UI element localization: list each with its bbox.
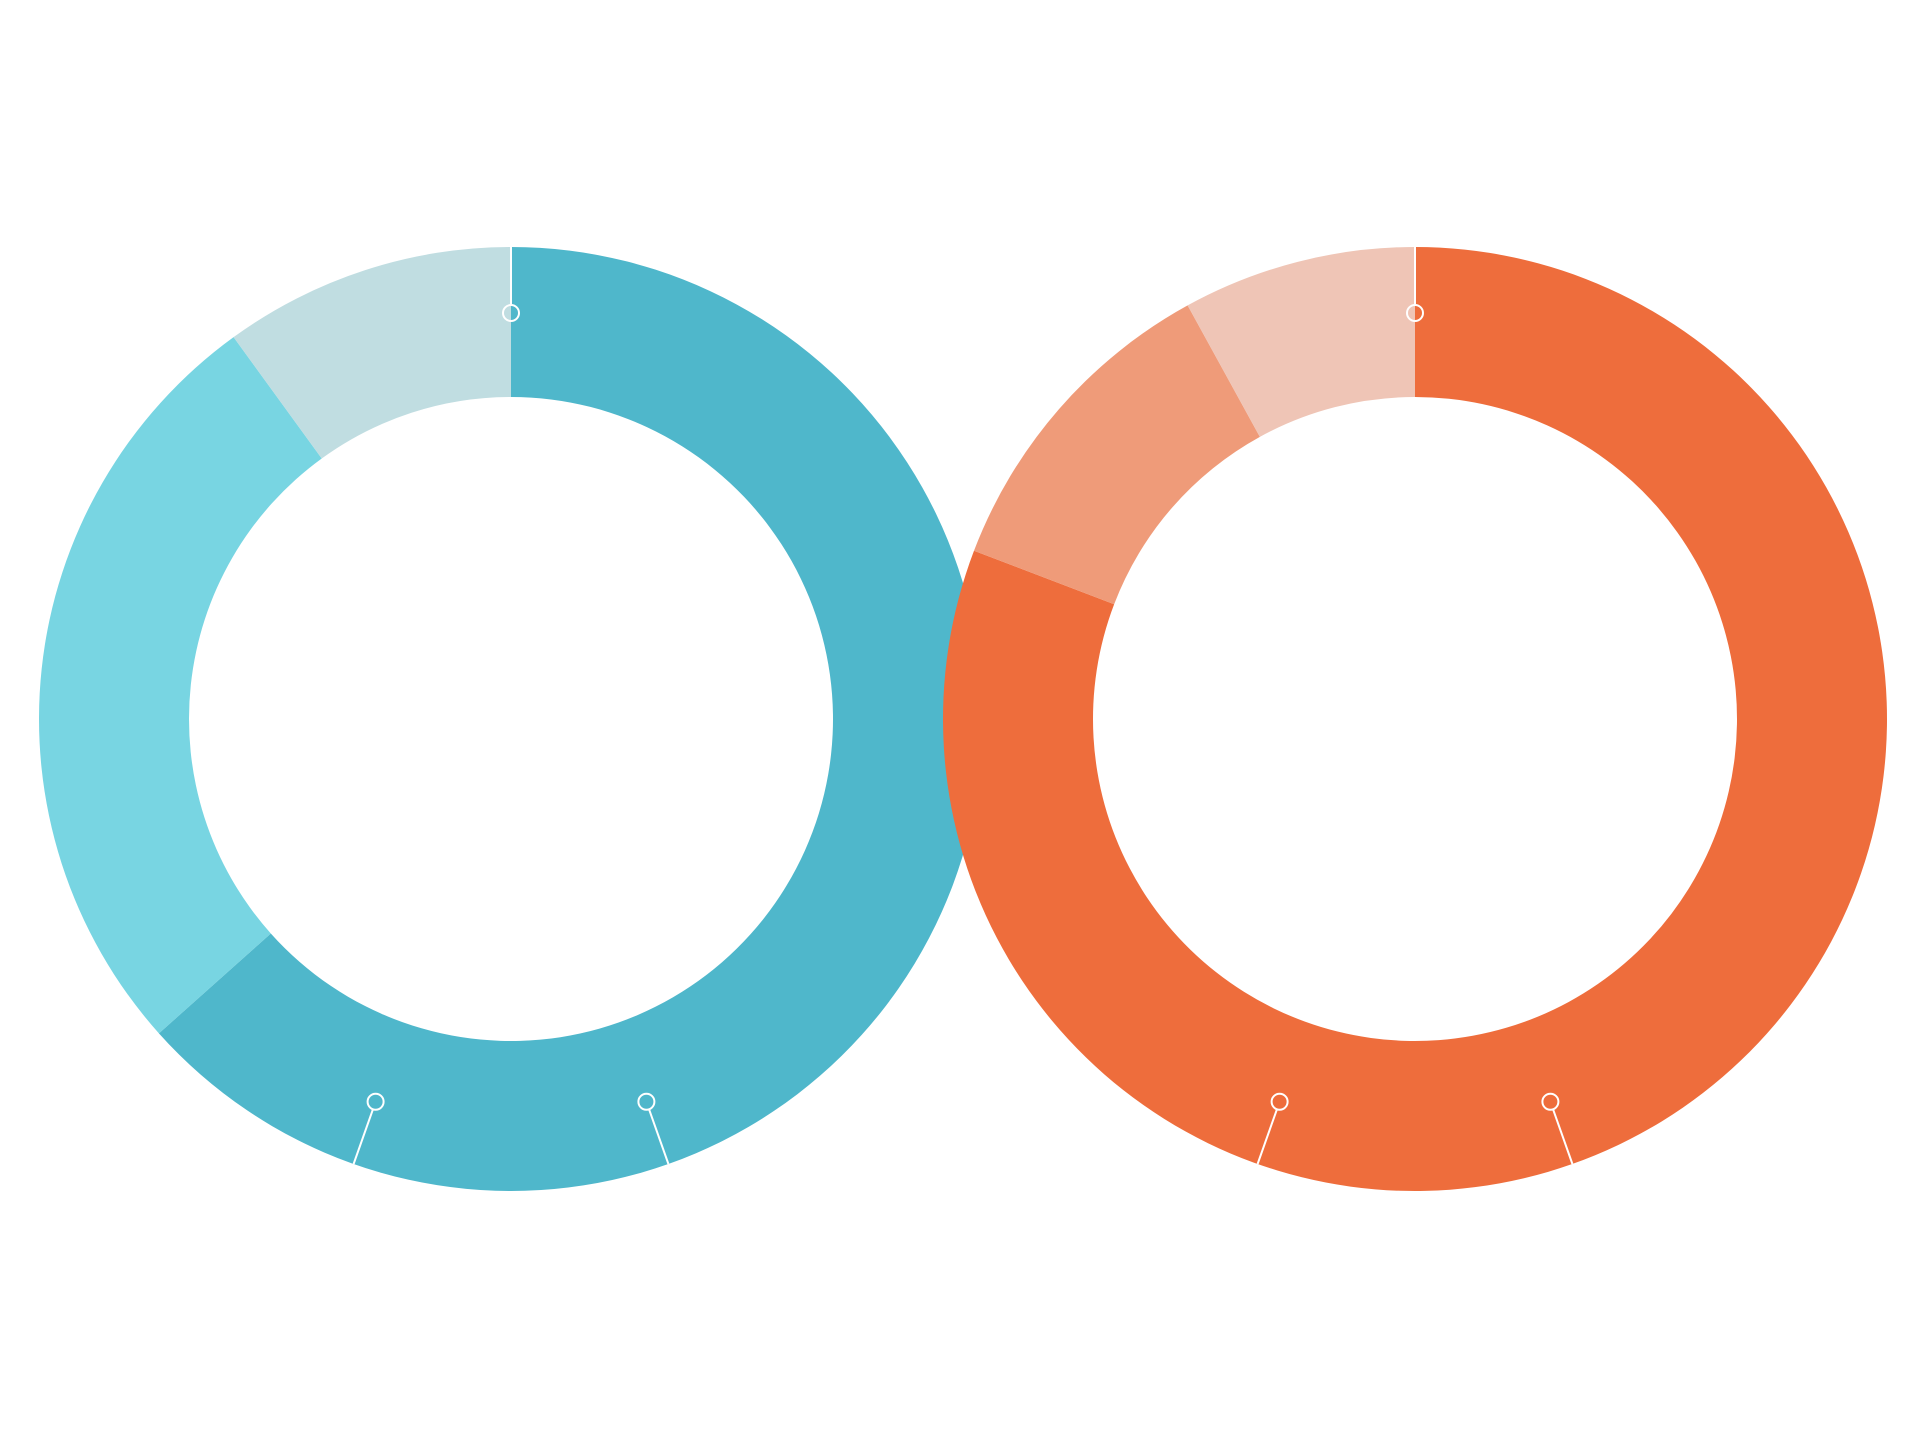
donut-1-marker-1	[502, 304, 520, 322]
donut-1-leader-line-3	[648, 1108, 670, 1165]
donut-1-marker-2	[366, 1092, 385, 1111]
donut-1-slice-2	[39, 337, 322, 1034]
donut-2-marker-1	[1406, 304, 1424, 322]
donut-1-slice-3	[233, 247, 511, 459]
donut-chart-right	[942, 247, 1887, 1191]
donut-1-slice-1	[158, 247, 984, 1191]
donut-2-leader-line-2	[1552, 1108, 1574, 1165]
donut-chart-left	[39, 247, 984, 1191]
donut-2-marker-3	[1270, 1092, 1289, 1111]
donut-2-slice-1	[942, 247, 1887, 1191]
donut-2-slice-3	[1187, 247, 1415, 437]
donut-2-slice-2	[973, 305, 1260, 605]
donut-2-marker-2	[1541, 1092, 1560, 1111]
donut-2-leader-line-3	[1256, 1108, 1278, 1165]
donut-1-marker-3	[637, 1092, 656, 1111]
donut-1-leader-line-2	[352, 1108, 374, 1165]
